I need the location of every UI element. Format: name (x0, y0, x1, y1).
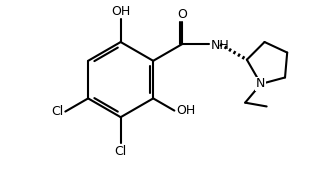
Text: N: N (256, 77, 266, 90)
Text: O: O (178, 8, 188, 21)
Text: NH: NH (210, 39, 229, 52)
Text: Cl: Cl (51, 105, 64, 118)
Text: OH: OH (111, 5, 130, 18)
Text: Cl: Cl (115, 145, 127, 158)
Text: OH: OH (176, 104, 195, 117)
